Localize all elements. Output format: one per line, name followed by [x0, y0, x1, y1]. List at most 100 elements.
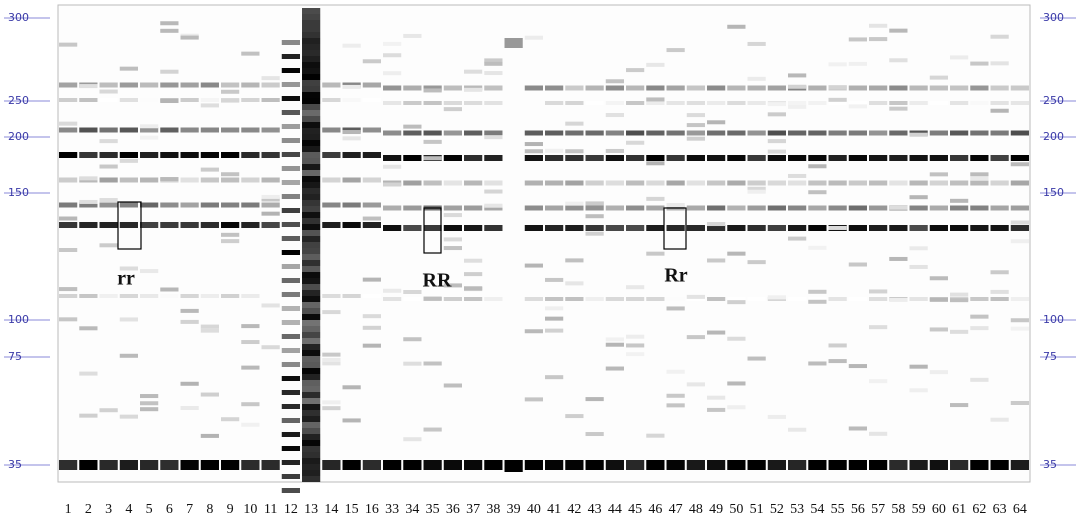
band	[302, 44, 321, 50]
band	[119, 353, 138, 358]
band	[261, 303, 280, 308]
band	[302, 356, 321, 362]
band	[626, 180, 645, 186]
band	[464, 155, 483, 161]
band	[970, 61, 989, 66]
band	[302, 416, 321, 422]
band	[281, 180, 300, 185]
band	[788, 225, 807, 231]
band	[1010, 326, 1029, 331]
band	[464, 286, 483, 291]
band	[241, 222, 260, 228]
band	[241, 152, 260, 158]
band	[281, 446, 300, 451]
band	[727, 251, 746, 256]
band	[241, 340, 260, 345]
band	[848, 61, 867, 66]
band	[767, 225, 786, 231]
band	[302, 368, 321, 374]
band	[767, 155, 786, 161]
lane-label: 42	[567, 502, 581, 517]
band	[383, 155, 402, 161]
band	[545, 375, 564, 380]
band	[281, 138, 300, 143]
band	[322, 352, 341, 357]
band	[626, 352, 645, 357]
band	[565, 225, 584, 231]
band	[302, 8, 321, 14]
band	[950, 85, 969, 91]
band	[99, 243, 118, 248]
band	[443, 205, 462, 211]
band	[767, 460, 786, 470]
band	[302, 134, 321, 140]
band	[140, 394, 159, 399]
band	[909, 225, 928, 231]
lane-label: 38	[486, 502, 500, 517]
band	[585, 155, 604, 161]
band	[747, 180, 766, 186]
size-marker-left: 300	[8, 11, 29, 24]
band	[727, 297, 746, 301]
band	[302, 278, 321, 284]
band	[281, 404, 300, 409]
band	[727, 460, 746, 470]
band	[200, 328, 219, 333]
band	[160, 177, 179, 182]
band	[889, 225, 908, 231]
band	[788, 73, 807, 78]
band	[322, 127, 341, 133]
band	[929, 101, 948, 105]
band	[59, 294, 78, 298]
size-marker-right: 35	[1043, 458, 1057, 471]
band	[403, 297, 422, 301]
band	[869, 225, 888, 231]
band	[686, 113, 705, 118]
band	[848, 130, 867, 136]
band	[261, 82, 280, 88]
band	[281, 376, 300, 381]
band	[464, 205, 483, 211]
band	[666, 180, 685, 186]
band	[565, 258, 584, 263]
band	[383, 288, 402, 293]
size-marker-right: 300	[1043, 11, 1064, 24]
band	[302, 230, 321, 236]
band	[383, 71, 402, 76]
band	[869, 460, 888, 470]
band	[484, 297, 503, 301]
band	[281, 334, 300, 339]
band	[383, 205, 402, 211]
lane-label: 59	[912, 502, 926, 517]
band	[828, 343, 847, 348]
band	[585, 231, 604, 236]
band	[727, 205, 746, 211]
band	[281, 166, 300, 171]
band	[119, 127, 138, 133]
band	[464, 297, 483, 301]
band	[362, 59, 381, 64]
band	[747, 101, 766, 105]
lane-label: 6	[166, 502, 173, 517]
band	[200, 127, 219, 133]
band	[484, 205, 503, 211]
band	[241, 82, 260, 88]
band	[970, 155, 989, 161]
band	[302, 146, 321, 152]
band	[788, 427, 807, 432]
band	[686, 205, 705, 211]
band	[160, 82, 179, 88]
band	[261, 460, 280, 470]
band	[565, 130, 584, 136]
band	[302, 176, 321, 182]
band	[99, 164, 118, 169]
band	[464, 130, 483, 136]
band	[362, 127, 381, 133]
band	[747, 356, 766, 361]
band	[848, 460, 867, 470]
lane-label: 50	[729, 502, 743, 517]
band	[828, 97, 847, 102]
band	[383, 53, 402, 58]
band	[99, 89, 118, 94]
band	[524, 397, 543, 402]
